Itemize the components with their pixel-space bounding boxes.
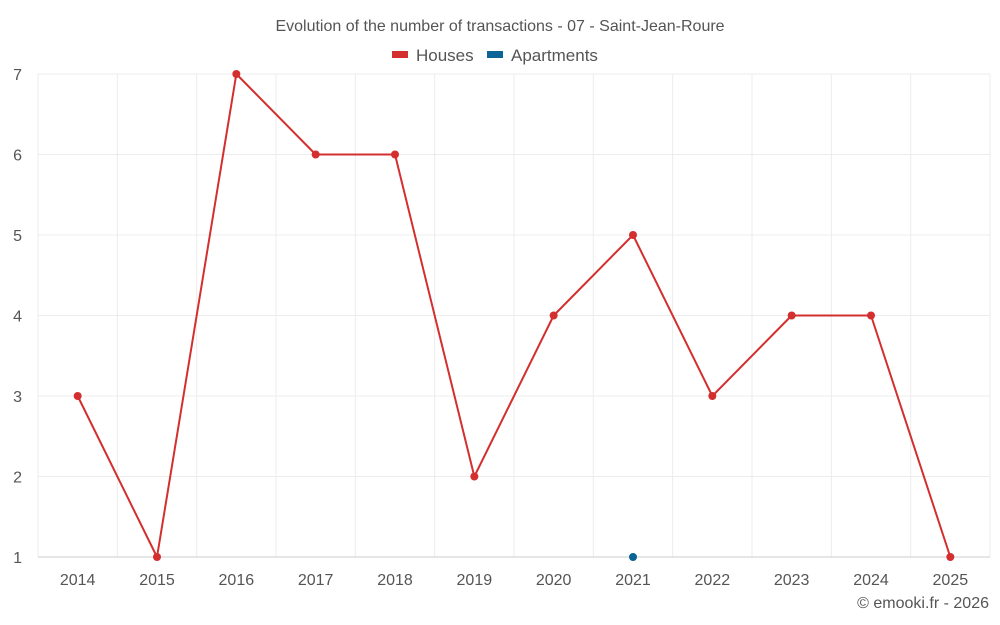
data-point-houses <box>153 553 161 561</box>
chart-title: Evolution of the number of transactions … <box>275 18 724 35</box>
x-tick-label: 2021 <box>615 572 651 589</box>
data-point-apartments <box>629 553 637 561</box>
x-tick-label: 2014 <box>60 572 96 589</box>
series-layer <box>73 70 955 561</box>
data-point-houses <box>708 392 717 400</box>
data-point-houses <box>391 150 399 159</box>
y-tick-label: 6 <box>13 148 22 165</box>
data-point-houses <box>470 472 479 481</box>
x-tick-label: 2019 <box>457 572 493 589</box>
legend-swatch-houses <box>392 51 408 58</box>
x-tick-label: 2016 <box>219 572 255 589</box>
y-tick-label: 4 <box>13 309 22 326</box>
data-point-houses <box>232 70 241 78</box>
y-tick-label: 2 <box>13 470 22 487</box>
data-point-houses <box>946 553 955 561</box>
y-tick-label: 3 <box>13 389 22 406</box>
data-point-houses <box>311 150 320 159</box>
data-point-houses <box>787 311 796 320</box>
data-point-houses <box>549 311 558 320</box>
x-tick-label: 2020 <box>536 572 572 589</box>
y-tick-label: 7 <box>13 67 22 84</box>
x-tick-label: 2017 <box>298 572 334 589</box>
x-tick-label: 2024 <box>853 572 889 589</box>
series-line-houses <box>76 73 952 558</box>
x-tick-label: 2015 <box>139 572 175 589</box>
y-tick-label: 1 <box>13 550 22 567</box>
data-point-houses <box>629 231 637 239</box>
legend-label-apartments[interactable]: Apartments <box>511 46 598 65</box>
legend-label-houses[interactable]: Houses <box>416 46 474 65</box>
credit-text: © emooki.fr - 2026 <box>857 595 989 612</box>
data-point-houses <box>73 392 82 400</box>
y-tick-label: 5 <box>13 228 22 245</box>
x-tick-label: 2022 <box>695 572 731 589</box>
legend-swatch-apartments <box>487 51 503 58</box>
data-point-houses <box>867 311 875 320</box>
x-tick-label: 2025 <box>933 572 969 589</box>
x-tick-label: 2023 <box>774 572 810 589</box>
x-tick-label: 2018 <box>377 572 413 589</box>
y-axis-ticks: 1 2 3 4 5 6 7 <box>13 67 22 567</box>
x-axis-ticks: 2014 2015 2016 2017 2018 2019 2020 2021 2022 2023… <box>60 572 968 589</box>
legend: Houses Apartments <box>392 46 598 65</box>
